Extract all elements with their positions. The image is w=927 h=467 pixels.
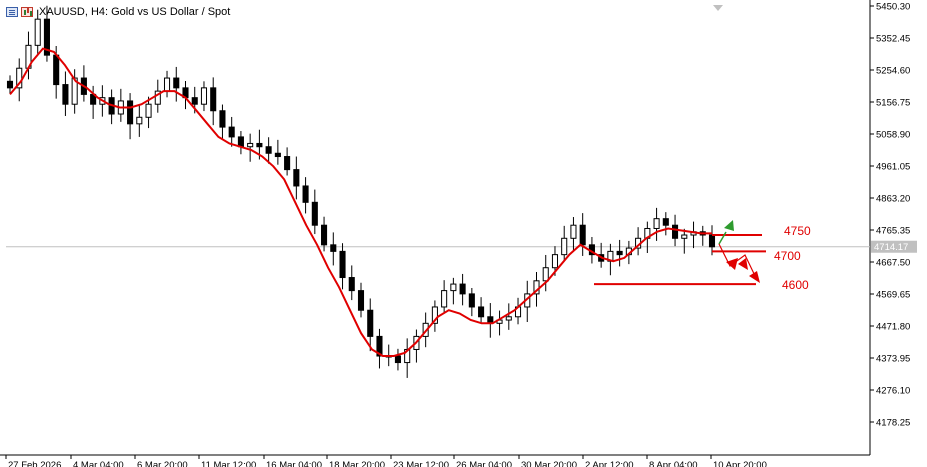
candle-body: [672, 224, 679, 239]
candle-body: [708, 234, 716, 248]
x-tick-label: 10 Apr 20:00: [713, 460, 767, 467]
candle-body: [62, 84, 69, 105]
candle-body: [191, 97, 198, 105]
candle-body: [302, 185, 309, 203]
candle-body: [459, 283, 466, 295]
candle-body: [210, 87, 217, 112]
y-tick-label: 5254.60: [876, 66, 910, 77]
candle-body: [321, 224, 328, 246]
x-tick-label: 30 Mar 20:00: [521, 460, 577, 467]
level-label-4700: 4700: [774, 249, 801, 263]
y-tick-label: 4863.20: [876, 194, 910, 205]
candle-body: [561, 237, 568, 256]
candle-body: [662, 218, 669, 226]
y-tick-label: 4667.50: [876, 258, 910, 269]
candle-body: [265, 146, 272, 154]
candle-body: [339, 250, 346, 279]
down-path-line: [718, 243, 758, 281]
current-price-badge: [871, 240, 917, 253]
candle-body: [53, 54, 60, 86]
x-tick-label: 11 Mar 12:00: [201, 460, 256, 467]
candle-body: [6, 80, 14, 89]
x-tick-label: 2 Apr 12:00: [585, 460, 634, 467]
chart-header: XAUUSD, H4: Gold vs US Dollar / Spot: [6, 4, 230, 20]
candle-body: [145, 103, 152, 118]
candle-body: [247, 142, 254, 148]
down-arrow-icon-2: [738, 258, 748, 270]
x-tick-label: 16 Mar 04:00: [266, 460, 322, 467]
plot-background: [6, 0, 870, 455]
candle-body: [200, 87, 208, 105]
x-tick-label: 23 Mar 12:00: [393, 460, 449, 467]
candle-body: [219, 110, 226, 128]
candle-body: [394, 355, 401, 364]
y-tick-label: 5450.30: [876, 2, 910, 13]
candle-body: [570, 224, 577, 239]
y-tick-label: 5156.75: [876, 98, 910, 109]
candle-body: [653, 218, 660, 229]
candle-body: [478, 306, 485, 318]
candle-body: [154, 90, 161, 105]
candle-body: [34, 18, 41, 46]
candle-body: [173, 77, 180, 89]
chart-title: XAUUSD, H4: Gold vs US Dollar / Spot: [39, 6, 231, 18]
x-tick-label: 4 Mar 04:00: [73, 460, 124, 467]
candle-body: [293, 169, 300, 187]
y-tick-label: 4765.35: [876, 226, 910, 237]
x-tick-label: 27 Feb 2026: [8, 460, 61, 467]
candle-body: [228, 126, 235, 138]
y-tick-label: 4961.05: [876, 162, 910, 173]
y-tick-label: 4178.25: [876, 418, 910, 429]
candle-body: [579, 224, 586, 246]
candle-body: [441, 290, 448, 308]
candle-body: [681, 234, 688, 239]
x-tick-label: 8 Apr 04:00: [649, 460, 698, 467]
candle-body: [274, 152, 281, 158]
down-arrow-icon-1: [726, 258, 738, 270]
candle-body: [542, 267, 549, 282]
y-tick-label: 4569.65: [876, 290, 910, 301]
level-label-4600: 4600: [782, 278, 809, 292]
y-tick-label: 5352.45: [876, 34, 910, 45]
x-tick-label: 18 Mar 20:00: [329, 460, 385, 467]
down-arrow-icon-3: [749, 271, 760, 283]
candle-body: [237, 136, 244, 148]
candle-body: [330, 244, 337, 252]
candle-body: [551, 254, 559, 269]
candle-body: [163, 77, 171, 92]
moving-average-line: [9, 47, 712, 357]
up-arrow-icon: [724, 220, 734, 231]
candle-body: [357, 290, 365, 311]
list-icon[interactable]: [6, 7, 18, 17]
candle-body: [367, 309, 374, 337]
up-path-line: [718, 231, 727, 245]
candle-body: [256, 142, 263, 148]
y-tick-label: 4373.95: [876, 354, 910, 365]
shift-marker-icon: [713, 5, 723, 11]
x-tick-label: 26 Mar 04:00: [456, 460, 512, 467]
candle-body: [468, 293, 475, 308]
candle-body: [505, 316, 512, 321]
y-tick-label: 4471.80: [876, 322, 910, 333]
candle-body: [311, 201, 318, 226]
current-price-label: 4714.17: [874, 242, 908, 253]
candle-body: [450, 283, 457, 292]
level-label-4750: 4750: [784, 224, 811, 238]
candle-body: [348, 277, 355, 292]
candle-body: [376, 335, 383, 357]
candle-body: [284, 156, 291, 171]
x-tick-label: 6 Mar 20:00: [137, 460, 188, 467]
candle-body: [431, 306, 438, 324]
bars-chart-icon[interactable]: [21, 7, 33, 17]
candle-body: [127, 100, 134, 125]
candle-body: [136, 116, 143, 125]
candle-body: [616, 250, 623, 256]
candle-body: [43, 18, 50, 56]
y-tick-label: 5058.90: [876, 130, 910, 141]
y-tick-label: 4276.10: [876, 386, 910, 397]
